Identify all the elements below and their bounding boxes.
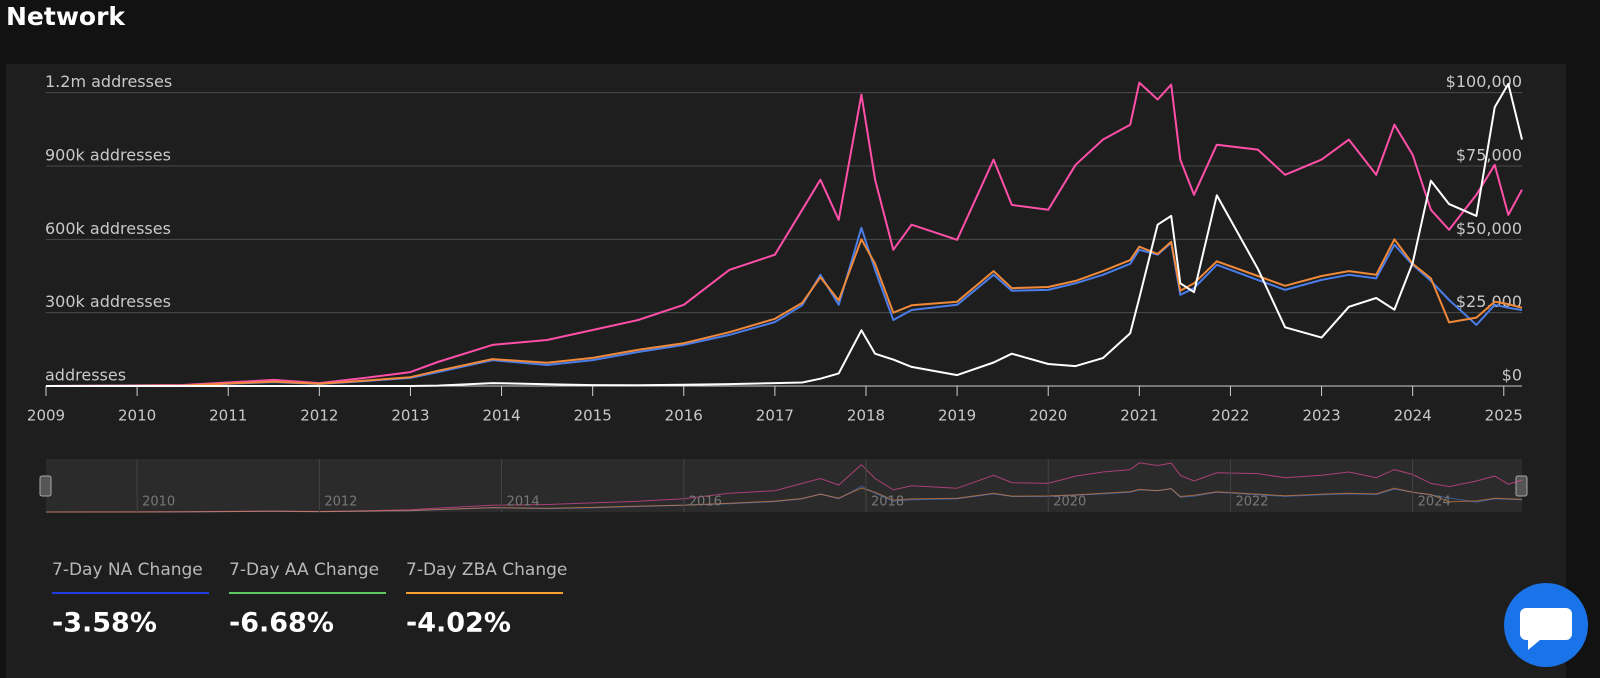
x-tick-label: 2023	[1302, 407, 1340, 425]
y2-tick-label: $50,000	[1456, 219, 1522, 238]
x-tick-label: 2018	[847, 407, 885, 425]
x-tick-label: 2019	[938, 407, 976, 425]
chat-icon	[1520, 608, 1572, 650]
x-tick-label: 2010	[118, 407, 156, 425]
page-title: Network	[6, 2, 126, 31]
navigator-label: 2022	[1235, 495, 1268, 510]
y2-tick-label: $0	[1502, 366, 1522, 385]
navigator-label: 2018	[871, 495, 904, 510]
x-tick-label: 2013	[391, 407, 429, 425]
x-tick-label: 2020	[1029, 407, 1067, 425]
header-bar	[0, 0, 1600, 64]
x-tick-label: 2022	[1211, 407, 1249, 425]
series-line	[46, 82, 1523, 387]
y2-tick-label: $75,000	[1456, 146, 1522, 165]
stat-value: -4.02%	[406, 608, 511, 639]
y-tick-label: 900k addresses	[45, 146, 171, 165]
stat-label: 7-Day ZBA Change	[406, 560, 567, 580]
y-tick-label: 300k addresses	[45, 292, 171, 311]
navigator-label: 2024	[1418, 495, 1451, 510]
chart-panel	[6, 64, 1566, 678]
x-tick-label: 2015	[574, 407, 612, 425]
stat-value: -6.68%	[229, 608, 334, 639]
x-tick-label: 2016	[665, 407, 703, 425]
y-tick-label: 1.2m addresses	[45, 72, 172, 91]
navigator-label: 2016	[689, 495, 722, 510]
x-tick-label: 2017	[756, 407, 794, 425]
stat-label: 7-Day AA Change	[229, 560, 379, 580]
x-tick-label: 2021	[1120, 407, 1158, 425]
y-tick-label: 600k addresses	[45, 219, 171, 238]
series-line	[45, 226, 1523, 387]
navigator	[46, 459, 1522, 512]
navigator-handle[interactable]	[1515, 475, 1528, 497]
navigator-label: 2020	[1053, 495, 1086, 510]
navigator-handle[interactable]	[39, 475, 52, 497]
navigator-label: 2014	[507, 495, 540, 510]
navigator-label: 2010	[142, 495, 175, 510]
series-line	[45, 238, 1523, 387]
series-line	[45, 81, 1523, 387]
stats: 7-Day NA Change -3.58% 7-Day AA Change -6.6…	[52, 560, 567, 639]
stat-label: 7-Day NA Change	[52, 560, 203, 580]
x-tick-label: 2012	[300, 407, 338, 425]
navigator-line	[45, 462, 1523, 513]
x-tick-label: 2014	[482, 407, 520, 425]
x-tick-label: 2024	[1394, 407, 1432, 425]
x-tick-label: 2011	[209, 407, 247, 425]
y-tick-label: addresses	[45, 366, 126, 385]
navigator-line	[45, 487, 1523, 513]
navigator-label: 2012	[324, 495, 357, 510]
stat-value: -3.58%	[52, 608, 157, 639]
y2-tick-label: $100,000	[1446, 72, 1522, 91]
x-tick-label: 2025	[1485, 407, 1523, 425]
x-tick-label: 2009	[27, 407, 65, 425]
